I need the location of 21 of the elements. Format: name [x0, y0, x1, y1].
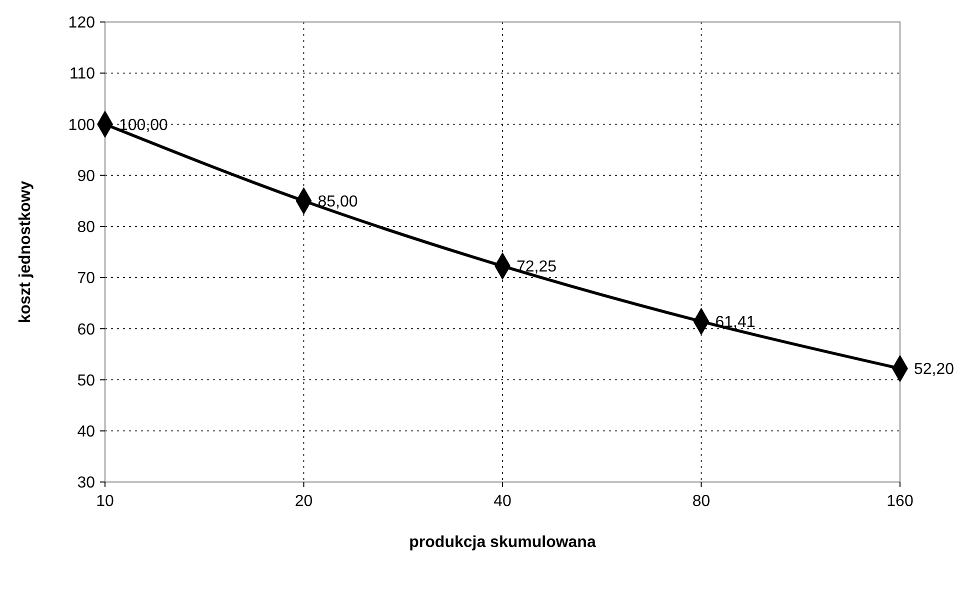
y-tick-label: 110 — [69, 66, 96, 83]
data-label: 72,25 — [516, 258, 557, 276]
x-axis-title: produkcja skumulowana — [409, 534, 596, 551]
y-tick-label: 50 — [77, 372, 96, 390]
y-tick-label: 40 — [77, 423, 96, 440]
y-tick-label: 30 — [77, 474, 96, 492]
x-tick-label: 160 — [886, 493, 914, 510]
y-tick-label: 80 — [77, 219, 96, 236]
y-tick-label: 60 — [77, 321, 96, 338]
y-tick-label: 70 — [77, 270, 96, 288]
y-tick-label: 100 — [68, 116, 96, 134]
x-tick-label: 10 — [96, 493, 114, 510]
data-label: 85,00 — [318, 193, 358, 210]
y-tick-label: 120 — [68, 14, 96, 32]
x-tick-label: 40 — [494, 493, 512, 510]
x-tick-label: 20 — [294, 493, 313, 510]
data-label: 52,20 — [914, 361, 954, 378]
y-axis-title: koszt jednostkowy — [17, 180, 34, 324]
y-tick-label: 90 — [77, 168, 96, 185]
data-label: 100,00 — [119, 116, 168, 134]
x-tick-label: 80 — [692, 493, 710, 510]
